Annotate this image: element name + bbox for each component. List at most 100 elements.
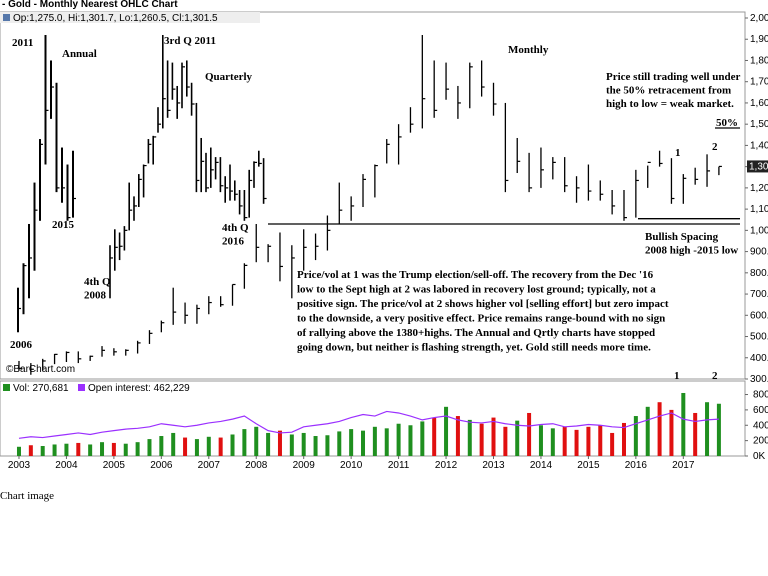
annotation: positive sign. The price/vol at 2 shows … (297, 298, 669, 310)
annotation: 2008 high -2015 low (645, 245, 738, 257)
y-tick-label: 2,000 (750, 13, 768, 24)
volume-frame (0, 380, 746, 457)
volume-bar (562, 426, 567, 456)
annotation: 2015 (52, 219, 75, 231)
volume-bar (254, 426, 259, 456)
last-price-label: 1,301 (749, 161, 768, 172)
volume-bar (621, 422, 626, 456)
volume-bar (705, 402, 710, 456)
vol-tick-label: 400K (753, 420, 768, 431)
volume-bar (384, 428, 389, 456)
volume-bar (455, 416, 460, 456)
annotation: 2016 (222, 236, 245, 248)
volume-bar (76, 442, 81, 456)
volume-bar (64, 443, 69, 456)
volume-bar (550, 428, 555, 456)
y-tick-label: 900.0 (750, 247, 768, 258)
volume-bar (598, 425, 603, 456)
volume-bar (301, 432, 306, 456)
volume-bar (266, 432, 271, 456)
volume-bar (372, 426, 377, 456)
chart: C - Gold - Monthly Nearest OHLC Chart Op… (0, 0, 768, 471)
annotation: low to the Sept high at 2 was labored in… (297, 284, 656, 296)
volume-bar (325, 435, 330, 456)
volume-bar (693, 412, 698, 456)
x-tick-label: 2004 (55, 460, 78, 471)
annotation: Quarterly (205, 71, 253, 83)
vol-tick-label: 0K (753, 451, 766, 462)
x-tick-label: 2003 (8, 460, 31, 471)
volume-bar (669, 409, 674, 456)
y-tick-label: 700.0 (750, 289, 768, 300)
x-tick-label: 2008 (245, 460, 268, 471)
annotation: 1 (674, 370, 680, 382)
volume-bar (408, 425, 413, 456)
annotation: 50% (716, 117, 738, 129)
annotation: Price still trading well under (606, 71, 741, 83)
x-tick-label: 2007 (198, 460, 221, 471)
x-tick-label: 2011 (388, 460, 410, 471)
volume-bar (337, 431, 342, 456)
y-tick-label: 1,200 (750, 183, 768, 194)
last-price-box (747, 160, 768, 173)
x-tick-label: 2016 (625, 460, 648, 471)
volume-bar (183, 437, 188, 456)
x-tick-label: 2013 (482, 460, 505, 471)
volume-bar (289, 434, 294, 456)
quote-bar (0, 12, 260, 23)
annotation: going down, but neither is flashing stre… (297, 342, 651, 354)
volume-bar (681, 392, 686, 456)
volume-bar (242, 429, 247, 456)
volume-bar (16, 446, 21, 456)
volume-bar (610, 432, 615, 456)
volume-bar (396, 423, 401, 456)
vol-swatch (3, 384, 10, 391)
vol-tick-label: 200K (753, 436, 768, 447)
volume-bar (230, 434, 235, 456)
volume-bar (313, 436, 318, 456)
volume-bar (538, 425, 543, 456)
y-tick-label: 1,500 (750, 119, 768, 130)
volume-bar (586, 426, 591, 456)
volume-bar (491, 417, 496, 456)
annotation: 2011 (12, 37, 33, 49)
y-tick-label: 300.0 (750, 374, 768, 385)
open-interest-line (18, 410, 719, 439)
y-tick-label: 1,600 (750, 98, 768, 109)
volume-bar (420, 421, 425, 456)
annotation: 2 (712, 370, 718, 382)
volume-bar (574, 429, 579, 456)
y-tick-label: 1,000 (750, 225, 768, 236)
vol-legend: Vol: 270,681 (13, 383, 69, 394)
volume-bar (40, 446, 45, 456)
volume-bar (135, 442, 140, 456)
volume-bar (633, 416, 638, 456)
x-tick-label: 2014 (530, 460, 553, 471)
x-tick-label: 2005 (103, 460, 126, 471)
volume-bar (111, 442, 116, 456)
vol-tick-label: 800K (753, 390, 768, 401)
x-tick-label: 2006 (150, 460, 173, 471)
x-tick-label: 2012 (435, 460, 458, 471)
y-tick-label: 1,700 (750, 77, 768, 88)
volume-bar (171, 432, 176, 456)
volume-bar (52, 444, 57, 456)
y-tick-label: 1,800 (750, 55, 768, 66)
y-tick-label: 1,900 (750, 34, 768, 45)
x-tick-label: 2009 (293, 460, 316, 471)
volume-bar (527, 412, 532, 456)
y-tick-label: 400.0 (750, 353, 768, 364)
y-tick-label: 500.0 (750, 332, 768, 343)
x-tick-label: 2010 (340, 460, 363, 471)
y-tick-label: 800.0 (750, 268, 768, 279)
volume-bar (277, 430, 282, 456)
vol-tick-label: 600K (753, 405, 768, 416)
annotation: of rallying above the 1380+highs. The An… (297, 327, 655, 339)
volume-bar (218, 437, 223, 456)
caption: Chart image (0, 490, 55, 502)
annotation: 2006 (10, 339, 33, 351)
oi-swatch (78, 384, 85, 391)
annotation: 2008 (84, 290, 107, 302)
volume-bar (159, 436, 164, 456)
annotation: the 50% retracement from (606, 85, 731, 97)
